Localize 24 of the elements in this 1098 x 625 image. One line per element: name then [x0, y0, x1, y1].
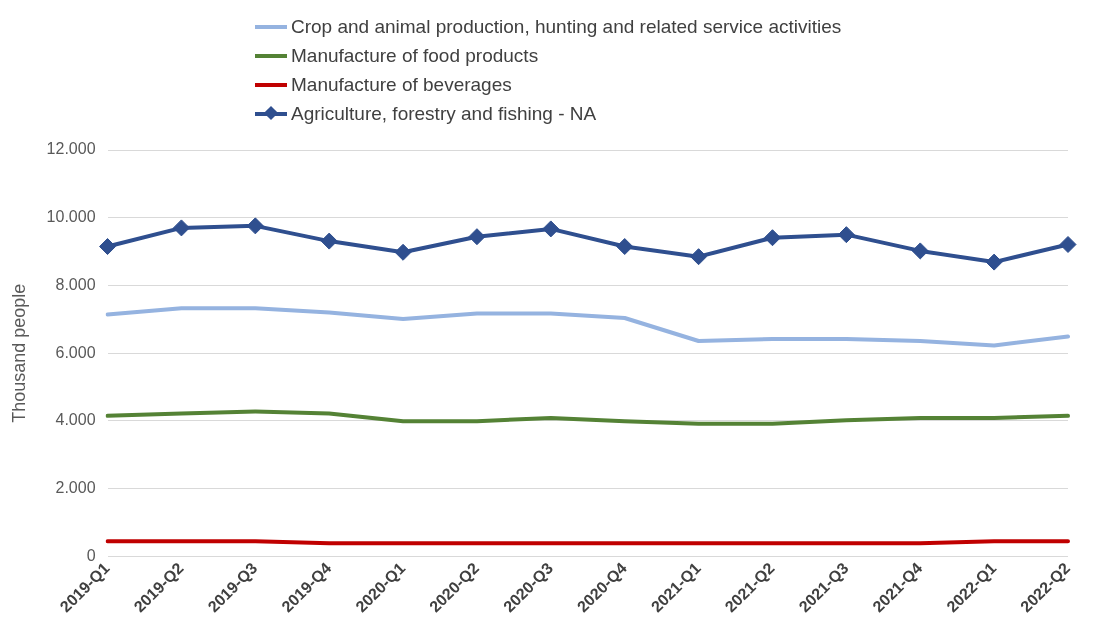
point — [468, 228, 486, 246]
point — [542, 220, 560, 238]
point — [616, 238, 634, 256]
point — [763, 229, 781, 247]
point — [911, 242, 929, 260]
point — [172, 219, 190, 237]
y-tick-label: 0 — [86, 546, 96, 564]
y-axis-title: Thousand people — [8, 283, 29, 423]
y-tick-label: 12.000 — [46, 140, 96, 158]
y-tick-label: 10.000 — [46, 208, 96, 226]
y-tick-label: 8.000 — [55, 275, 96, 293]
point — [99, 238, 117, 256]
legend-label: Manufacture of beverages — [291, 73, 512, 96]
point — [985, 253, 1003, 271]
legend-label: Manufacture of food products — [291, 44, 539, 67]
y-tick-label: 2.000 — [55, 479, 96, 497]
point — [394, 243, 412, 261]
y-tick-label: 6.000 — [55, 343, 96, 361]
point — [320, 232, 338, 250]
y-tick-label: 4.000 — [55, 411, 96, 429]
legend-label: Crop and animal production, hunting and related service activities — [291, 15, 842, 38]
point — [690, 248, 708, 266]
point — [1059, 235, 1077, 253]
legend-label: Agriculture, forestry and fishing - NA — [291, 102, 597, 125]
